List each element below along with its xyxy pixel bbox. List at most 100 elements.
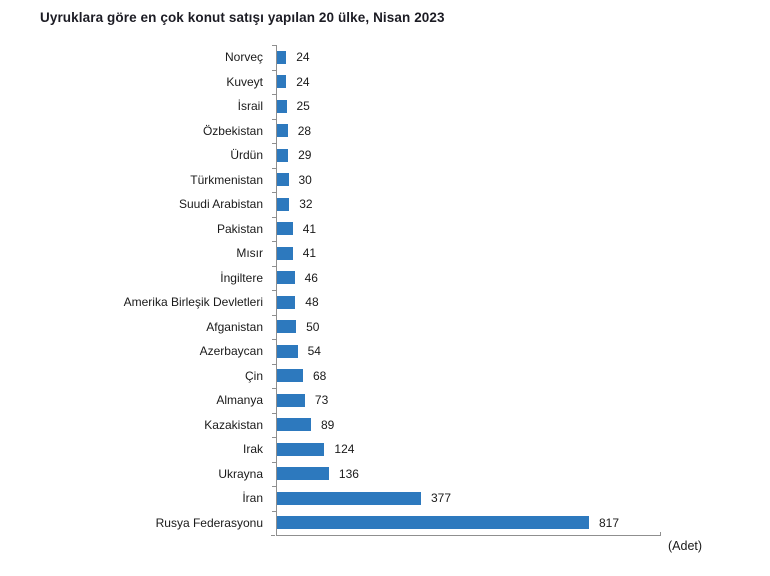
chart-row: Afganistan 50 [0, 314, 770, 339]
chart-row: İngiltere 46 [0, 265, 770, 290]
chart-rows: Norveç 24 Kuveyt 24 İsrail 25 Özbekistan… [0, 45, 770, 535]
bar [277, 369, 303, 383]
chart-row: Azerbaycan 54 [0, 339, 770, 364]
value-label: 54 [307, 344, 321, 359]
value-label: 24 [296, 74, 310, 89]
bar [277, 295, 296, 309]
bar-area: 28 [272, 118, 770, 143]
value-label: 25 [296, 99, 310, 114]
chart-row: İsrail 25 [0, 94, 770, 119]
unit-label: (Adet) [668, 539, 703, 553]
value-label: 24 [296, 50, 310, 65]
value-label: 41 [302, 246, 317, 261]
bar [277, 124, 288, 138]
chart-row: Irak 124 [0, 437, 770, 462]
bar-area: 24 [272, 45, 770, 70]
category-label: Almanya [216, 393, 263, 408]
chart-row: Pakistan 41 [0, 216, 770, 241]
category-label: Rusya Federasyonu [155, 515, 263, 530]
category-label: Norveç [224, 50, 263, 65]
bar [277, 271, 295, 285]
category-label: Amerika Birleşik Devletleri [123, 295, 263, 310]
value-label: 41 [302, 221, 317, 236]
chart-row: Ukrayna 136 [0, 461, 770, 486]
chart-row: Ürdün 29 [0, 143, 770, 168]
bar [277, 320, 297, 334]
chart-row: Rusya Federasyonu 817 [0, 510, 770, 535]
bar-area: 136 [272, 461, 770, 486]
bar [277, 442, 325, 456]
chart-row: Kuveyt 24 [0, 69, 770, 94]
category-label: Kuveyt [226, 74, 263, 89]
bar [277, 393, 305, 407]
bar-area: 68 [272, 363, 770, 388]
category-label: Ürdün [230, 148, 263, 163]
value-label: 32 [299, 197, 313, 212]
bar-area: 41 [272, 216, 770, 241]
value-label: 50 [306, 319, 320, 334]
chart-row: Kazakistan 89 [0, 412, 770, 437]
value-label: 48 [305, 295, 319, 310]
bar-area: 89 [272, 412, 770, 437]
category-label: Mısır [236, 246, 263, 261]
bar [277, 516, 589, 530]
bar [277, 173, 289, 187]
chart-row: Mısır 41 [0, 241, 770, 266]
value-label: 29 [298, 148, 312, 163]
bar-area: 50 [272, 314, 770, 339]
bar-area: 25 [272, 94, 770, 119]
chart-title: Uyruklara göre en çok konut satışı yapıl… [40, 10, 445, 25]
category-label: Irak [242, 442, 263, 457]
category-label: Pakistan [216, 221, 263, 236]
value-label: 136 [338, 466, 359, 481]
bar-area: 54 [272, 339, 770, 364]
x-axis-line [271, 532, 661, 536]
bar [277, 418, 311, 432]
category-label: Çin [244, 368, 263, 383]
category-label: Ukrayna [218, 466, 263, 481]
bar [277, 148, 289, 162]
chart-row: Çin 68 [0, 363, 770, 388]
category-label: Kazakistan [204, 417, 263, 432]
bar [277, 467, 329, 481]
chart-row: Norveç 24 [0, 45, 770, 70]
bar-area: 124 [272, 437, 770, 462]
chart-row: Suudi Arabistan 32 [0, 192, 770, 217]
bar [277, 50, 287, 64]
bar [277, 246, 293, 260]
value-label: 377 [431, 491, 452, 506]
bar [277, 491, 421, 505]
category-label: İsrail [237, 99, 263, 114]
chart-row: Almanya 73 [0, 388, 770, 413]
bar [277, 222, 293, 236]
value-label: 46 [304, 270, 318, 285]
bar-area: 30 [272, 167, 770, 192]
value-label: 124 [334, 442, 355, 457]
category-label: Türkmenistan [190, 172, 263, 187]
bar [277, 75, 287, 89]
chart-row: İran 377 [0, 486, 770, 511]
value-label: 73 [314, 393, 329, 408]
bar-area: 817 [272, 510, 770, 535]
category-label: Afganistan [206, 319, 263, 334]
category-label: İngiltere [220, 270, 263, 285]
bar-area: 48 [272, 290, 770, 315]
category-label: Özbekistan [202, 123, 263, 138]
chart-row: Özbekistan 28 [0, 118, 770, 143]
chart-row: Türkmenistan 30 [0, 167, 770, 192]
bar-area: 29 [272, 143, 770, 168]
bar [277, 197, 290, 211]
category-label: Azerbaycan [199, 344, 263, 359]
category-label: İran [242, 491, 263, 506]
value-label: 30 [298, 172, 312, 187]
bar-chart-plot: Norveç 24 Kuveyt 24 İsrail 25 Özbekistan… [0, 45, 770, 536]
bar [277, 344, 298, 358]
chart-row: Amerika Birleşik Devletleri 48 [0, 290, 770, 315]
bar-area: 73 [272, 388, 770, 413]
bar-area: 24 [272, 69, 770, 94]
value-label: 28 [297, 123, 312, 138]
bar-area: 41 [272, 241, 770, 266]
value-label: 68 [313, 368, 327, 383]
bar-area: 377 [272, 486, 770, 511]
